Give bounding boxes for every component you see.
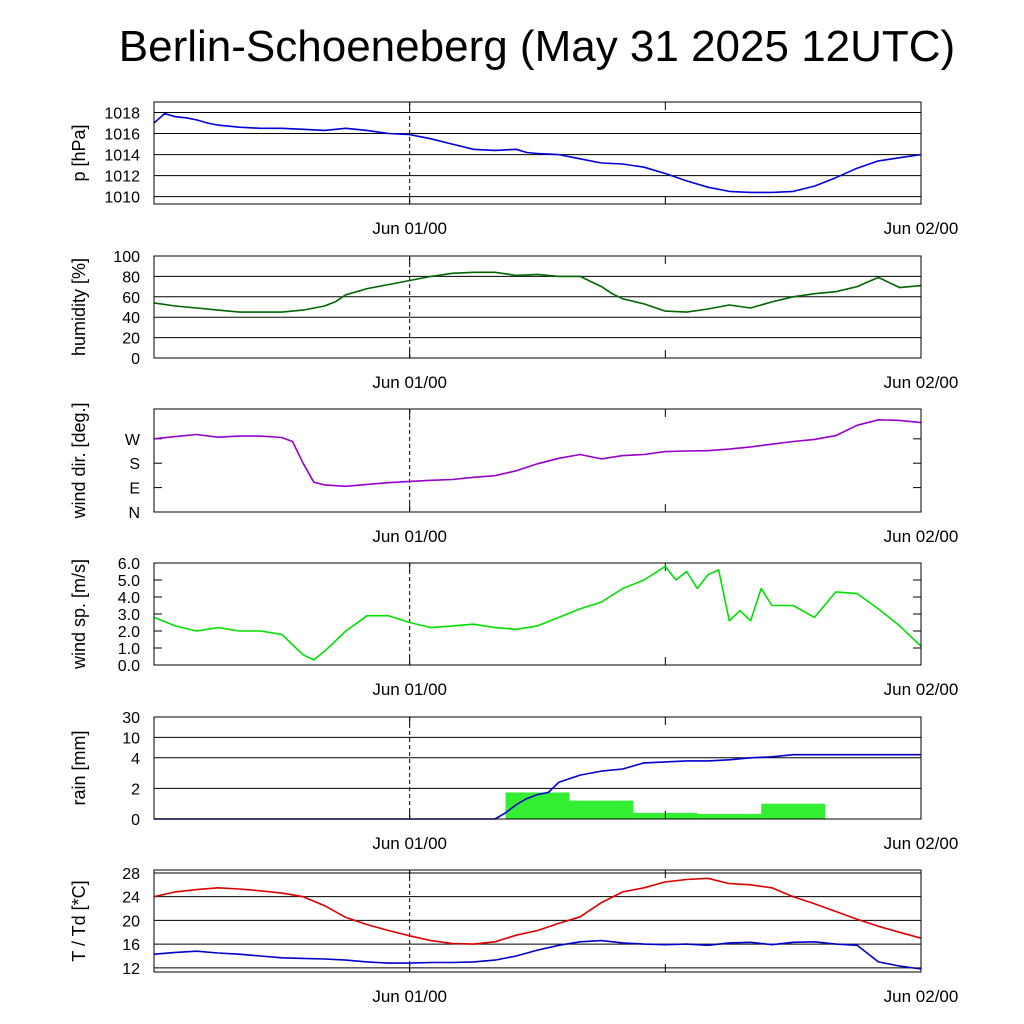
- y-tick-label: 16: [122, 937, 140, 954]
- y-axis-label: p [hPa]: [69, 124, 89, 181]
- y-axis-label: humidity [%]: [69, 258, 89, 356]
- y-axis-label: wind sp. [m/s]: [69, 559, 89, 670]
- y-tick-label: E: [129, 481, 140, 498]
- x-tick-label: Jun 02/00: [884, 527, 959, 546]
- y-tick-label: 20: [122, 913, 140, 930]
- y-tick-label: 40: [122, 310, 140, 327]
- x-tick-label: Jun 01/00: [372, 680, 447, 699]
- y-axis-label: wind dir. [deg.]: [69, 402, 89, 519]
- x-tick-label: Jun 02/00: [884, 219, 959, 238]
- y-tick-label: 28: [122, 866, 140, 883]
- plot-frame: [153, 716, 922, 820]
- y-tick-label: 0: [131, 812, 140, 829]
- y-tick-label: 24: [122, 890, 140, 907]
- y-tick-label: 4.0: [118, 590, 140, 607]
- x-tick-label: Jun 01/00: [372, 987, 447, 1006]
- panel-5: 0 2 4 10 30 Jun 01/00 Jun 02/00 rain [mm]: [69, 710, 959, 853]
- y-tick-label: 1010: [104, 190, 140, 207]
- y-tick-label: 0.0: [118, 658, 140, 675]
- y-tick-label: 10: [122, 730, 140, 747]
- rain-bar: [505, 792, 570, 819]
- y-tick-label: 0: [131, 351, 140, 368]
- series-line-1: [153, 271, 922, 313]
- y-axis-label: T / Td [*C]: [69, 880, 89, 961]
- y-tick-label: 80: [122, 269, 140, 286]
- y-tick-label: 30: [122, 710, 140, 727]
- y-tick-label: 1.0: [118, 641, 140, 658]
- y-tick-label: 100: [113, 249, 140, 266]
- y-tick-label: 1012: [104, 169, 140, 186]
- y-tick-label: 1014: [104, 148, 140, 165]
- x-tick-label: Jun 02/00: [884, 373, 959, 392]
- x-tick-label: Jun 01/00: [372, 219, 447, 238]
- x-tick-label: Jun 02/00: [884, 680, 959, 699]
- y-tick-label: W: [125, 432, 141, 449]
- series-line-2: [153, 939, 922, 970]
- y-tick-label: 2.0: [118, 624, 140, 641]
- panel-2: 0 20 40 60 80 100 Jun 01/00 Jun 02/00 humidity […: [69, 249, 959, 392]
- plot-frame: [153, 869, 922, 973]
- series-line-1: [153, 418, 922, 488]
- y-tick-label: 60: [122, 290, 140, 307]
- series-line-1: [154, 753, 921, 820]
- rain-bar: [697, 813, 762, 819]
- y-tick-label: 12: [122, 961, 140, 978]
- series-line-1: [153, 565, 922, 661]
- plot-frame: [153, 408, 922, 513]
- y-axis-label: rain [mm]: [69, 730, 89, 805]
- y-tick-label: 1018: [104, 106, 140, 123]
- x-tick-label: Jun 01/00: [372, 527, 447, 546]
- plot-frame: [153, 101, 922, 205]
- y-tick-label: 6.0: [118, 556, 140, 573]
- chart-title: Berlin-Schoeneberg (May 31 2025 12UTC): [118, 22, 956, 71]
- y-tick-label: N: [128, 505, 140, 522]
- rain-bar: [761, 803, 826, 819]
- y-tick-label: 20: [122, 331, 140, 348]
- series-line-1: [153, 112, 922, 194]
- panel-1: 1010 1012 1014 1016 1018 Jun 01/00 Jun 02/00 p …: [69, 101, 959, 238]
- y-tick-label: 1016: [104, 127, 140, 144]
- x-tick-label: Jun 02/00: [884, 834, 959, 853]
- y-tick-label: 4: [131, 751, 140, 768]
- series-line-1: [153, 877, 922, 945]
- rain-bar: [569, 800, 634, 819]
- y-tick-label: S: [129, 456, 140, 473]
- y-tick-label: 3.0: [118, 607, 140, 624]
- panel-4: 0.01.02.03.04.05.06.0 Jun 01/00 Jun 02/00 w…: [69, 556, 959, 699]
- y-tick-label: 5.0: [118, 573, 140, 590]
- x-tick-label: Jun 01/00: [372, 834, 447, 853]
- x-tick-label: Jun 01/00: [372, 373, 447, 392]
- plot-frame: [153, 562, 922, 666]
- panel-6: 12 16 20 24 28 Jun 01/00 Jun 02/00 T / Td [*C]: [69, 866, 959, 1006]
- y-tick-label: 2: [131, 781, 140, 798]
- plot-frame: [153, 255, 922, 359]
- x-tick-label: Jun 02/00: [884, 987, 959, 1006]
